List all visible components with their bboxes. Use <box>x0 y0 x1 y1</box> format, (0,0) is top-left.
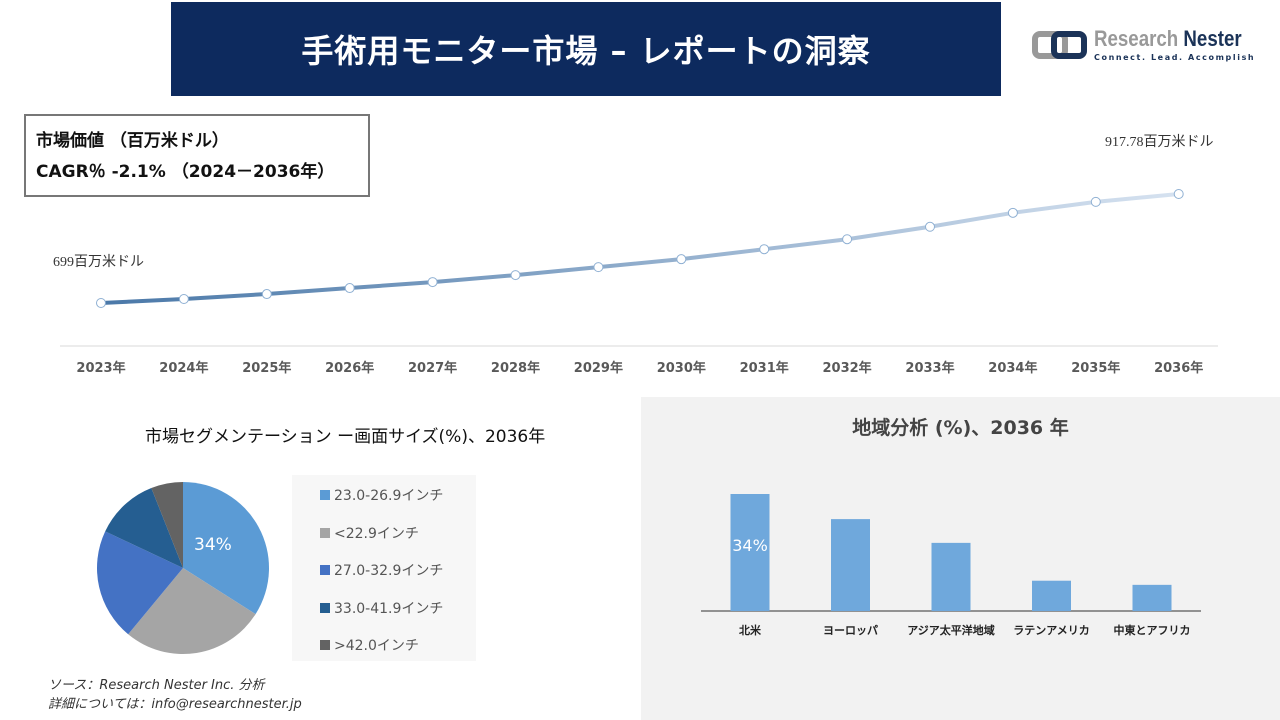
legend-item: 23.0-26.9インチ <box>320 485 443 505</box>
x-tick-label: ヨーロッパ <box>823 624 878 637</box>
bar <box>1032 580 1071 611</box>
legend-swatch <box>320 640 330 650</box>
x-tick-label: 2031年 <box>740 360 789 376</box>
pie-slice <box>151 482 183 568</box>
x-tick-label: 2028年 <box>491 360 540 376</box>
data-point <box>178 294 189 305</box>
data-point <box>1173 189 1184 199</box>
contact-text: 詳細については：info@researchnester.jp <box>48 697 302 712</box>
research-nester-logo: Research Nester Connect. Lead. Accomplis… <box>1032 26 1262 66</box>
legend-item: 33.0-41.9インチ <box>320 598 443 618</box>
page-title: 手術用モニター市場 – レポートの洞察 <box>171 2 1001 96</box>
pie-legend: 23.0-26.9インチ <22.9インチ 27.0-32.9インチ 33.0-41.… <box>292 475 476 661</box>
x-tick-label: 2024年 <box>159 360 208 376</box>
bar <box>730 494 770 611</box>
bar-chart: 34% 北米 ヨーロッパ アジア太平洋地域 ラテンアメリカ 中東とアフリカ <box>701 494 1201 637</box>
x-tick-label: 2030年 <box>657 360 706 376</box>
pie-chart: 34% <box>97 482 269 654</box>
data-point <box>925 221 935 232</box>
data-point <box>96 298 106 308</box>
legend-swatch <box>320 527 330 538</box>
data-point <box>344 283 355 294</box>
legend-label: 33.0-41.9インチ <box>334 600 444 617</box>
legend-label: >42.0インチ <box>334 638 419 654</box>
data-point <box>676 254 687 265</box>
legend-swatch <box>320 602 330 613</box>
legend-item: >42.0インチ <box>320 635 419 655</box>
x-tick-label: 2027年 <box>408 360 457 376</box>
bar <box>1132 584 1172 611</box>
legend-item: <22.9インチ <box>320 523 419 543</box>
pie-chart-title: 市場セグメンテーション ー画面サイズ(%)、2036年 <box>145 427 546 447</box>
logo-name: Research Nester <box>1094 26 1242 51</box>
pie-slice <box>128 568 256 654</box>
legend-label: 27.0-32.9インチ <box>334 563 444 579</box>
x-tick-label: 2023年 <box>76 360 125 376</box>
data-point <box>1090 196 1101 207</box>
x-tick-label: 2026年 <box>325 360 374 376</box>
data-point <box>593 262 604 273</box>
data-point <box>759 244 770 255</box>
bar-data-label: 34% <box>732 536 768 555</box>
line-chart: 2023年 2024年 2025年 2026年 2027年 2028年 2029年 2030年… <box>60 189 1218 376</box>
pie-data-label: 34% <box>194 535 232 555</box>
x-tick-label: 中東とアフリカ <box>1114 623 1191 637</box>
data-point <box>842 234 853 245</box>
pie-slice <box>97 531 183 635</box>
logo-tagline: Connect. Lead. Accomplish <box>1094 53 1256 62</box>
x-tick-label: ラテンアメリカ <box>1013 624 1089 637</box>
data-point <box>1007 207 1018 218</box>
legend-label: 23.0-26.9インチ <box>334 488 444 504</box>
cagr-label: CAGR％ -2.1% （2024－2036年） <box>36 162 335 182</box>
x-tick-label: アジア太平洋地域 <box>907 623 995 637</box>
footer: ソース：Research Nester Inc. 分析 詳細については：info… <box>48 676 302 714</box>
x-tick-label: 北米 <box>739 623 762 637</box>
source-text: ソース：Research Nester Inc. 分析 <box>48 678 265 693</box>
pie-slice <box>105 488 183 568</box>
x-tick-label: 2035年 <box>1071 360 1120 376</box>
logo-icon <box>1032 31 1087 59</box>
data-point <box>510 270 521 281</box>
regional-analysis-panel: 地域分析 (%)、2036 年 34% 北米 ヨーロッパ アジア太平洋地域 ラテンアメリ… <box>641 397 1280 720</box>
start-value-label: 699百万米ドル <box>53 255 144 270</box>
legend-swatch <box>320 490 330 500</box>
bar <box>831 519 870 611</box>
data-point <box>427 277 438 288</box>
x-tick-label: 2032年 <box>823 360 872 376</box>
pie-slice <box>183 482 269 615</box>
legend-item: 27.0-32.9インチ <box>320 560 443 580</box>
x-tick-label: 2033年 <box>905 360 954 376</box>
x-tick-label: 2029年 <box>574 360 623 376</box>
series-line <box>100 192 1179 305</box>
x-tick-label: 2034年 <box>988 360 1037 376</box>
data-point <box>261 289 272 300</box>
bar-chart-title: 地域分析 (%)、2036 年 <box>852 417 1069 439</box>
market-value-label: 市場価値 （百万米ドル） <box>36 131 229 151</box>
bar <box>931 542 971 611</box>
x-tick-label: 2025年 <box>242 360 291 376</box>
market-info-box: 市場価値 （百万米ドル） CAGR％ -2.1% （2024－2036年） <box>24 114 370 197</box>
legend-swatch <box>320 565 330 575</box>
x-tick-label: 2036年 <box>1154 360 1203 376</box>
end-value-label: 917.78百万米ドル <box>1105 135 1214 150</box>
legend-label: <22.9インチ <box>334 525 419 542</box>
